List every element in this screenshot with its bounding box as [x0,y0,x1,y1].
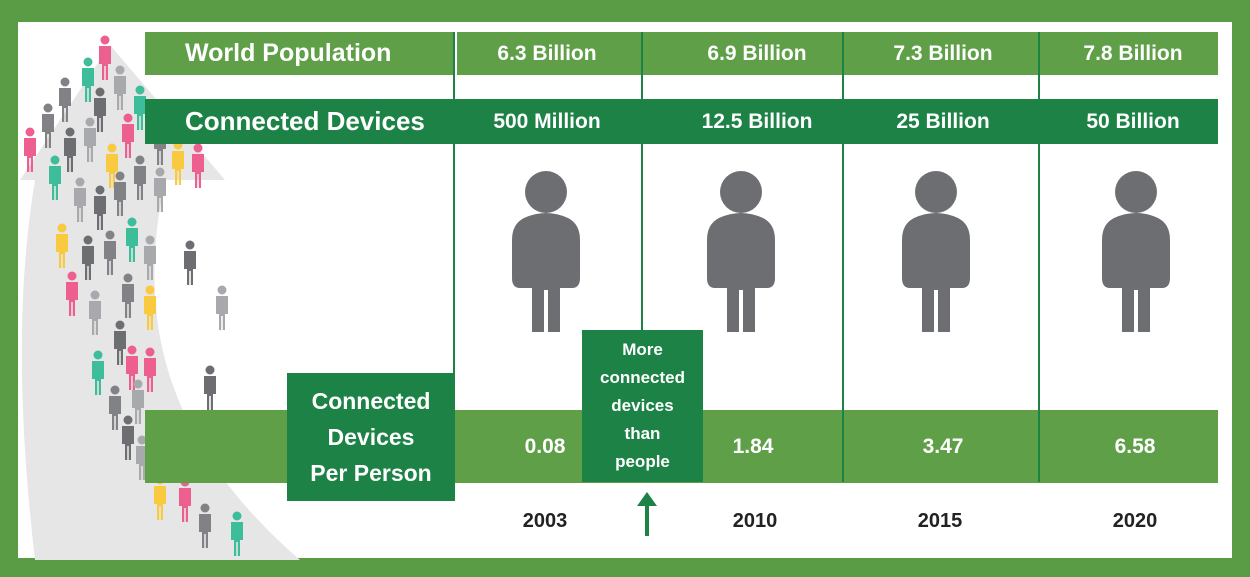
year-2010: 2010 [732,510,778,532]
crowd-person-icon [199,503,211,548]
person-silhouette-icon [707,171,775,332]
devices-per-person-label-line: Per Person [310,460,432,486]
crowd-person-icon [144,347,156,392]
crowd-person-icon [99,35,111,80]
connected-devices-row: Connected Devices 500 Million 12.5 Billi… [145,99,1218,144]
crowd-illustration [20,35,300,560]
milestone-callout-box: More connected devices than people [582,330,703,482]
crowd-person-icon [82,57,94,102]
crowd-person-icon [114,320,126,365]
arrow-up-icon [637,492,657,536]
crowd-person-icon [49,155,61,200]
crowd-people-icons [24,35,243,556]
crowd-person-icon [94,87,106,132]
crowd-person-icon [204,365,216,410]
ratio-2003: 0.08 [524,434,566,458]
devices-2003: 500 Million [493,109,601,133]
crowd-person-icon [64,127,76,172]
person-silhouette-icon [902,171,970,332]
crowd-person-icon [104,230,116,275]
crowd-person-icon [122,273,134,318]
column-divider [455,32,457,75]
population-2003: 6.3 Billion [497,41,597,65]
crowd-person-icon [114,171,126,216]
ratio-2015: 3.47 [922,434,964,458]
crowd-person-icon [192,143,204,188]
world-population-label: World Population [185,39,392,67]
devices-2015: 25 Billion [896,109,990,133]
crowd-person-icon [144,235,156,280]
crowd-person-icon [56,223,68,268]
crowd-person-icon [144,285,156,330]
person-silhouette-icon [512,171,580,332]
crowd-person-icon [134,155,146,200]
column-divider [641,32,643,330]
crowd-person-icon [89,290,101,335]
crowd-person-icon [134,85,146,130]
devices-per-person-label-line: Connected [311,388,431,414]
population-2020: 7.8 Billion [1083,41,1183,65]
callout-line: devices [611,396,674,415]
crowd-person-icon [59,77,71,122]
column-divider [1038,32,1040,482]
devices-2020: 50 Billion [1086,109,1180,133]
population-2015: 7.3 Billion [893,41,993,65]
crowd-person-icon [216,285,228,330]
crowd-person-icon [24,127,36,172]
crowd-person-icon [132,379,144,424]
connected-devices-label: Connected Devices [185,106,425,136]
year-2020: 2020 [1112,510,1158,532]
crowd-person-icon [82,235,94,280]
crowd-person-icon [154,167,166,212]
crowd-person-icon [94,185,106,230]
crowd-person-icon [106,143,118,188]
crowd-person-icon [109,385,121,430]
year-2015: 2015 [917,510,963,532]
crowd-person-icon [126,217,138,262]
crowd-person-icon [92,350,104,395]
crowd-person-icon [66,271,78,316]
crowd-person-icon [84,117,96,162]
ratio-2020: 6.58 [1114,434,1156,458]
crowd-person-icon [74,177,86,222]
column-divider [842,32,844,482]
devices-2010: 12.5 Billion [701,109,813,133]
world-population-row: World Population 6.3 Billion 6.9 Billion… [145,32,1218,75]
ratio-2010: 1.84 [732,434,774,458]
curved-arrow-shape [20,45,300,560]
crowd-person-icon [122,113,134,158]
crowd-person-icon [122,415,134,460]
year-2003: 2003 [522,510,568,532]
callout-line: connected [599,368,686,387]
callout-line: people [615,452,670,471]
population-2010: 6.9 Billion [707,41,807,65]
person-silhouette-icon [1102,171,1170,332]
column-divider [453,32,455,410]
callout-line: than [624,424,661,443]
crowd-person-icon [184,240,196,285]
crowd-person-icon [231,511,243,556]
devices-per-person-label-line: Devices [327,424,415,450]
crowd-person-icon [42,103,54,148]
callout-line: More [622,340,663,359]
devices-per-person-label-box: Connected Devices Per Person [287,373,455,501]
crowd-person-icon [114,65,126,110]
